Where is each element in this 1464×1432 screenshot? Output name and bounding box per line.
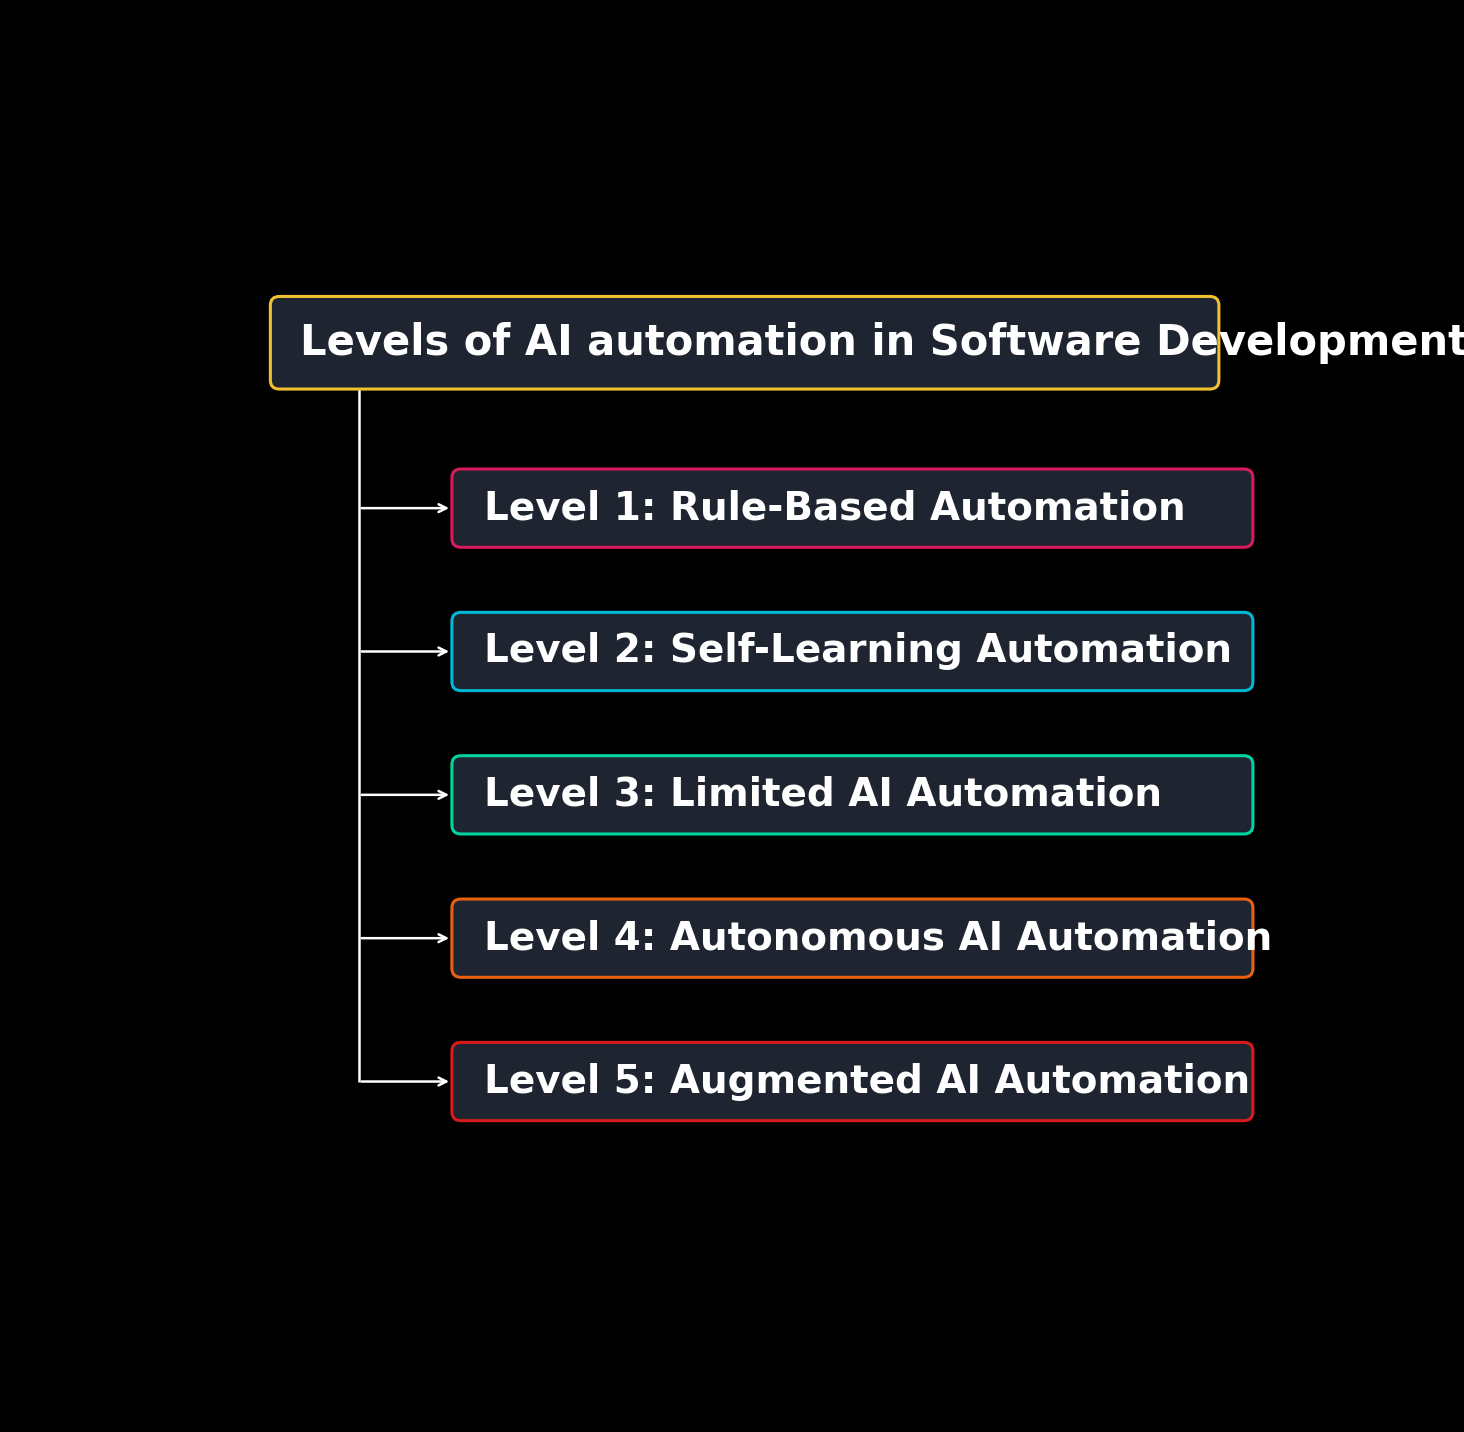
Text: Level 1: Rule-Based Automation: Level 1: Rule-Based Automation <box>483 490 1186 527</box>
Text: Level 3: Limited AI Automation: Level 3: Limited AI Automation <box>483 776 1161 813</box>
FancyBboxPatch shape <box>452 756 1253 833</box>
Text: Level 4: Autonomous AI Automation: Level 4: Autonomous AI Automation <box>483 919 1272 957</box>
Text: Level 5: Augmented AI Automation: Level 5: Augmented AI Automation <box>483 1063 1250 1101</box>
FancyBboxPatch shape <box>271 296 1220 390</box>
FancyBboxPatch shape <box>452 613 1253 690</box>
FancyBboxPatch shape <box>452 899 1253 977</box>
Text: Levels of AI automation in Software Development: Levels of AI automation in Software Deve… <box>300 322 1464 364</box>
FancyBboxPatch shape <box>452 470 1253 547</box>
Text: Level 2: Self-Learning Automation: Level 2: Self-Learning Automation <box>483 633 1231 670</box>
FancyBboxPatch shape <box>452 1042 1253 1121</box>
